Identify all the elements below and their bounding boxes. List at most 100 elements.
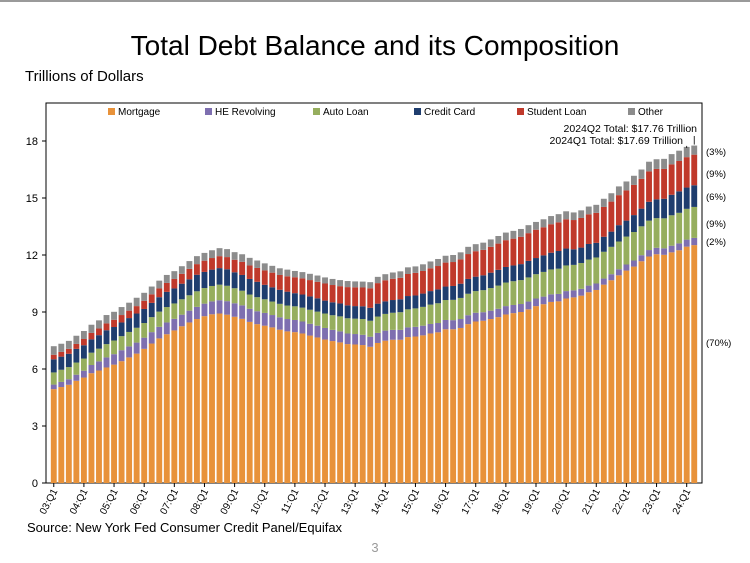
bar-credit-card: [382, 301, 389, 314]
bar-mortgage: [58, 387, 65, 483]
bar-other: [322, 277, 328, 284]
bar-he-revolving: [615, 269, 622, 276]
bar-mortgage: [269, 327, 276, 483]
legend-swatch: [205, 108, 212, 115]
bar-he-revolving: [646, 250, 652, 257]
bar-auto-loan: [65, 367, 72, 380]
bar-mortgage: [193, 319, 200, 483]
x-tick-label: 08:Q1: [189, 487, 212, 517]
bar-mortgage: [156, 338, 163, 483]
bar-auto-loan: [359, 319, 366, 335]
bar-auto-loan: [517, 280, 524, 305]
bar-auto-loan: [239, 290, 246, 306]
y-tick-label: 15: [26, 193, 38, 205]
bar-student-loan: [389, 278, 396, 301]
bar-other: [578, 210, 585, 218]
bar-mortgage: [585, 292, 592, 483]
bar-other: [171, 271, 178, 279]
bar-auto-loan: [578, 262, 585, 289]
bar-auto-loan: [224, 285, 231, 302]
bar-mortgage: [623, 270, 630, 483]
x-tick-label: 16:Q1: [430, 487, 453, 517]
bar-credit-card: [615, 225, 622, 242]
bar-student-loan: [73, 343, 80, 349]
bar-credit-card: [480, 275, 487, 291]
bar-mortgage: [683, 246, 690, 483]
bar-auto-loan: [397, 312, 404, 330]
bar-he-revolving: [548, 294, 555, 302]
bar-credit-card: [314, 298, 321, 312]
bar-he-revolving: [540, 296, 547, 305]
bar-student-loan: [653, 168, 660, 200]
bar-other: [457, 252, 464, 260]
bar-credit-card: [133, 313, 140, 328]
bar-other: [374, 276, 381, 284]
bar-auto-loan: [96, 348, 102, 362]
bar-student-loan: [548, 224, 555, 253]
share-label: (70%): [706, 338, 731, 349]
bar-other: [450, 255, 457, 263]
bar-auto-loan: [156, 311, 163, 327]
bar-mortgage: [111, 364, 117, 483]
bar-mortgage: [442, 329, 449, 483]
bar-credit-card: [209, 269, 215, 286]
bar-he-revolving: [570, 290, 577, 298]
bar-he-revolving: [231, 303, 238, 317]
bar-he-revolving: [367, 336, 374, 347]
bar-credit-card: [193, 274, 200, 292]
bar-student-loan: [623, 190, 630, 221]
bar-auto-loan: [141, 323, 148, 338]
bar-other: [269, 265, 276, 273]
bar-other: [209, 250, 215, 259]
bar-other: [103, 315, 110, 324]
bar-auto-loan: [631, 232, 637, 261]
bar-mortgage: [201, 316, 208, 483]
bar-mortgage: [480, 320, 487, 483]
bar-credit-card: [495, 269, 502, 286]
bar-student-loan: [374, 283, 381, 304]
bar-auto-loan: [668, 215, 675, 246]
bar-credit-card: [683, 187, 690, 209]
bar-he-revolving: [661, 248, 668, 255]
bar-other: [329, 278, 336, 286]
bar-mortgage: [510, 313, 517, 483]
bar-student-loan: [487, 246, 494, 273]
bar-auto-loan: [111, 340, 117, 355]
bar-mortgage: [420, 335, 426, 483]
bar-credit-card: [540, 255, 547, 272]
bar-other: [638, 169, 645, 179]
bar-other: [141, 292, 148, 301]
bar-credit-card: [472, 276, 479, 292]
bar-auto-loan: [201, 288, 208, 304]
bar-other: [646, 161, 652, 172]
bar-student-loan: [314, 281, 321, 299]
bar-other: [382, 274, 389, 281]
bar-mortgage: [133, 353, 140, 483]
bar-mortgage: [412, 336, 419, 483]
bar-other: [593, 204, 600, 213]
bar-auto-loan: [73, 362, 80, 375]
x-tick-label: 04:Q1: [68, 487, 91, 517]
bar-mortgage: [359, 345, 366, 483]
legend-label: Auto Loan: [323, 107, 369, 118]
bar-auto-loan: [533, 274, 539, 299]
bar-student-loan: [555, 222, 562, 252]
y-tick-label: 3: [32, 421, 38, 433]
bar-other: [163, 274, 170, 283]
bar-mortgage: [171, 330, 178, 483]
y-tick-label: 6: [32, 364, 38, 376]
bar-student-loan: [216, 256, 223, 269]
bar-mortgage: [593, 289, 600, 483]
bar-auto-loan: [193, 291, 200, 307]
bar-student-loan: [359, 287, 366, 307]
bar-credit-card: [638, 208, 645, 227]
bar-student-loan: [638, 178, 645, 209]
bar-auto-loan: [58, 369, 65, 382]
bar-he-revolving: [487, 310, 494, 320]
bar-credit-card: [397, 299, 404, 313]
bar-credit-card: [442, 286, 449, 301]
bar-mortgage: [284, 331, 291, 483]
bar-credit-card: [570, 249, 577, 265]
bar-credit-card: [435, 289, 441, 304]
bar-he-revolving: [623, 264, 630, 271]
